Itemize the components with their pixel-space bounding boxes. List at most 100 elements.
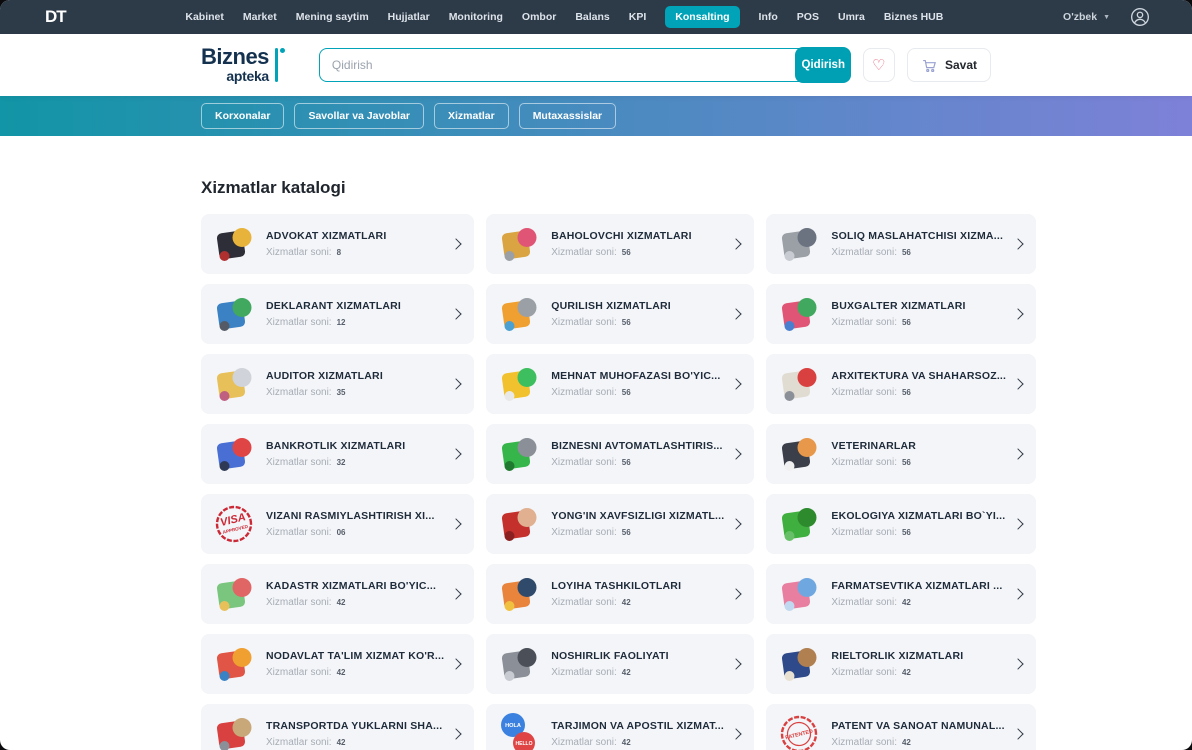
card-title: ARXITEKTURA VA SHAHARSOZ... [831, 370, 1007, 382]
service-card[interactable]: NODAVLAT TA'LIM XIZMAT KO'R... Xizmatlar… [201, 634, 475, 694]
noshirlik-icon [496, 641, 542, 687]
count-label: Xizmatlar soni: [551, 317, 617, 328]
service-card[interactable]: YONG'IN XAVFSIZLIGI XIZMATL... Xizmatlar… [486, 494, 755, 554]
topbar-item-mening-saytim[interactable]: Mening saytim [295, 11, 369, 23]
service-card[interactable]: MEHNAT MUHOFAZASI BO'YIC... Xizmatlar so… [486, 354, 755, 414]
topbar-item-hujjatlar[interactable]: Hujjatlar [387, 11, 430, 23]
service-card[interactable]: BAHOLOVCHI XIZMATLARI Xizmatlar soni: 56 [486, 214, 755, 274]
service-card[interactable]: VETERINARLAR Xizmatlar soni: 56 [766, 424, 1037, 484]
count-value: 35 [336, 388, 346, 397]
chevron-right-icon [730, 518, 743, 530]
card-count: Xizmatlar soni: 8 [266, 247, 444, 258]
service-card[interactable]: EKOLOGIYA XIZMATLARI BO`YI... Xizmatlar … [766, 494, 1037, 554]
language-selector[interactable]: O'zbek ▼ [1063, 11, 1110, 23]
subnav-pill-mutaxassislar[interactable]: Mutaxassislar [518, 103, 617, 129]
heart-icon: ♡ [872, 56, 886, 74]
cart-button[interactable]: Savat [906, 48, 991, 82]
chevron-down-icon: ▼ [1103, 13, 1110, 21]
subnav-pill-xizmatlar[interactable]: Xizmatlar [434, 103, 509, 129]
count-value: 42 [336, 668, 346, 677]
bankrotlik-icon [211, 431, 257, 477]
count-label: Xizmatlar soni: [831, 597, 897, 608]
subnav-pill-korxonalar[interactable]: Korxonalar [201, 103, 285, 129]
patent-stamp-icon: PATENTED [776, 711, 822, 750]
card-body: ADVOKAT XIZMATLARI Xizmatlar soni: 8 [266, 230, 444, 258]
count-value: 42 [901, 598, 911, 607]
service-card[interactable]: BANKROTLIK XIZMATLARI Xizmatlar soni: 32 [201, 424, 475, 484]
topbar-item-biznes-hub[interactable]: Biznes HUB [883, 11, 944, 23]
dt-logo[interactable]: DT [45, 7, 67, 26]
rieltorlik-icon [776, 641, 822, 687]
card-count: Xizmatlar soni: 56 [831, 317, 1006, 328]
card-title: VETERINARLAR [831, 440, 917, 452]
card-body: SOLIQ MASLAHATCHISI XIZMA... Xizmatlar s… [831, 230, 1006, 258]
service-card[interactable]: HOLA HELLO TARJIMON VA APOSTIL XIZMAT...… [486, 704, 755, 750]
page-title: Xizmatlar katalogi [201, 178, 346, 197]
topbar-item-kpi[interactable]: KPI [628, 11, 647, 23]
count-value: 42 [621, 668, 631, 677]
count-label: Xizmatlar soni: [266, 667, 332, 678]
service-card[interactable]: DEKLARANT XIZMATLARI Xizmatlar soni: 12 [201, 284, 475, 344]
arxitektura-icon [776, 361, 822, 407]
service-card[interactable]: NOSHIRLIK FAOLIYATI Xizmatlar soni: 42 [486, 634, 755, 694]
service-card[interactable]: ADVOKAT XIZMATLARI Xizmatlar soni: 8 [201, 214, 475, 274]
service-card[interactable]: BIZNESNI AVTOMATLASHTIRIS... Xizmatlar s… [486, 424, 755, 484]
chevron-right-icon [1012, 378, 1024, 390]
service-card[interactable]: KADASTR XIZMATLARI BO'YIC... Xizmatlar s… [201, 564, 475, 624]
advokat-icon [211, 221, 257, 267]
card-body: RIELTORLIK XIZMATLARI Xizmatlar soni: 42 [831, 650, 1006, 678]
search-input[interactable] [319, 58, 850, 72]
loyiha-icon [496, 571, 542, 617]
chevron-right-icon [730, 308, 743, 320]
chevron-right-icon [730, 238, 743, 250]
service-card[interactable]: AUDITOR XIZMATLARI Xizmatlar soni: 35 [201, 354, 475, 414]
service-card[interactable]: SOLIQ MASLAHATCHISI XIZMA... Xizmatlar s… [766, 214, 1037, 274]
service-card[interactable]: ARXITEKTURA VA SHAHARSOZ... Xizmatlar so… [766, 354, 1037, 414]
card-count: Xizmatlar soni: 12 [266, 317, 444, 328]
topbar-item-market[interactable]: Market [242, 11, 277, 23]
count-label: Xizmatlar soni: [551, 457, 617, 468]
topbar-item-pos[interactable]: POS [796, 11, 819, 23]
card-count: Xizmatlar soni: 42 [551, 597, 724, 608]
card-count: Xizmatlar soni: 56 [551, 247, 724, 258]
service-card[interactable]: LOYIHA TASHKILOTLARI Xizmatlar soni: 42 [486, 564, 755, 624]
topbar-item-umra[interactable]: Umra [837, 11, 865, 23]
count-value: 42 [621, 738, 631, 747]
card-count: Xizmatlar soni: 35 [266, 387, 444, 398]
service-card[interactable]: PATENTED PATENT VA SANOAT NAMUNAL... Xiz… [766, 704, 1037, 750]
qurilish-icon [496, 291, 542, 337]
service-card[interactable]: BUXGALTER XIZMATLARI Xizmatlar soni: 56 [766, 284, 1037, 344]
topbar-item-konsalting[interactable]: Konsalting [665, 6, 740, 28]
count-label: Xizmatlar soni: [266, 597, 332, 608]
search-button[interactable]: Qidirish [795, 47, 852, 83]
yongin-xavfsizligi-icon [496, 501, 542, 547]
topbar-item-ombor[interactable]: Ombor [521, 11, 557, 23]
service-card[interactable]: FARMATSEVTIKA XIZMATLARI ... Xizmatlar s… [766, 564, 1037, 624]
topbar-item-balans[interactable]: Balans [575, 11, 610, 23]
card-title: DEKLARANT XIZMATLARI [266, 300, 402, 312]
service-card[interactable]: TRANSPORTDA YUKLARNI SHA... Xizmatlar so… [201, 704, 475, 750]
service-card[interactable]: VISA APPROVED VIZANI RASMIYLASHTIRISH XI… [201, 494, 475, 554]
favorites-button[interactable]: ♡ [862, 48, 895, 82]
user-avatar-icon[interactable] [1130, 7, 1150, 27]
topbar-item-monitoring[interactable]: Monitoring [448, 11, 503, 23]
card-body: AUDITOR XIZMATLARI Xizmatlar soni: 35 [266, 370, 444, 398]
svg-text:APPROVED: APPROVED [222, 524, 249, 535]
count-label: Xizmatlar soni: [831, 737, 897, 748]
count-value: 32 [336, 458, 346, 467]
main-content: Xizmatlar katalogi ADVOKAT XIZMATLARI Xi… [201, 178, 1037, 750]
card-count: Xizmatlar soni: 42 [266, 737, 444, 748]
card-title: QURILISH XIZMATLARI [551, 300, 671, 312]
topbar-item-info[interactable]: Info [758, 11, 778, 23]
topbar: DT Kabinet Market Mening saytim Hujjatlar Mo… [0, 0, 1192, 34]
card-count: Xizmatlar soni: 06 [266, 527, 444, 538]
subnav-pill-savollar-va-javoblar[interactable]: Savollar va Javoblar [294, 103, 424, 129]
service-card[interactable]: RIELTORLIK XIZMATLARI Xizmatlar soni: 42 [766, 634, 1037, 694]
count-value: 42 [336, 738, 346, 747]
topbar-item-kabinet[interactable]: Kabinet [185, 11, 224, 23]
count-label: Xizmatlar soni: [551, 527, 617, 538]
card-body: EKOLOGIYA XIZMATLARI BO`YI... Xizmatlar … [831, 510, 1006, 538]
service-card[interactable]: QURILISH XIZMATLARI Xizmatlar soni: 56 [486, 284, 755, 344]
biznes-apteka-logo[interactable]: Biznes apteka [201, 46, 285, 84]
